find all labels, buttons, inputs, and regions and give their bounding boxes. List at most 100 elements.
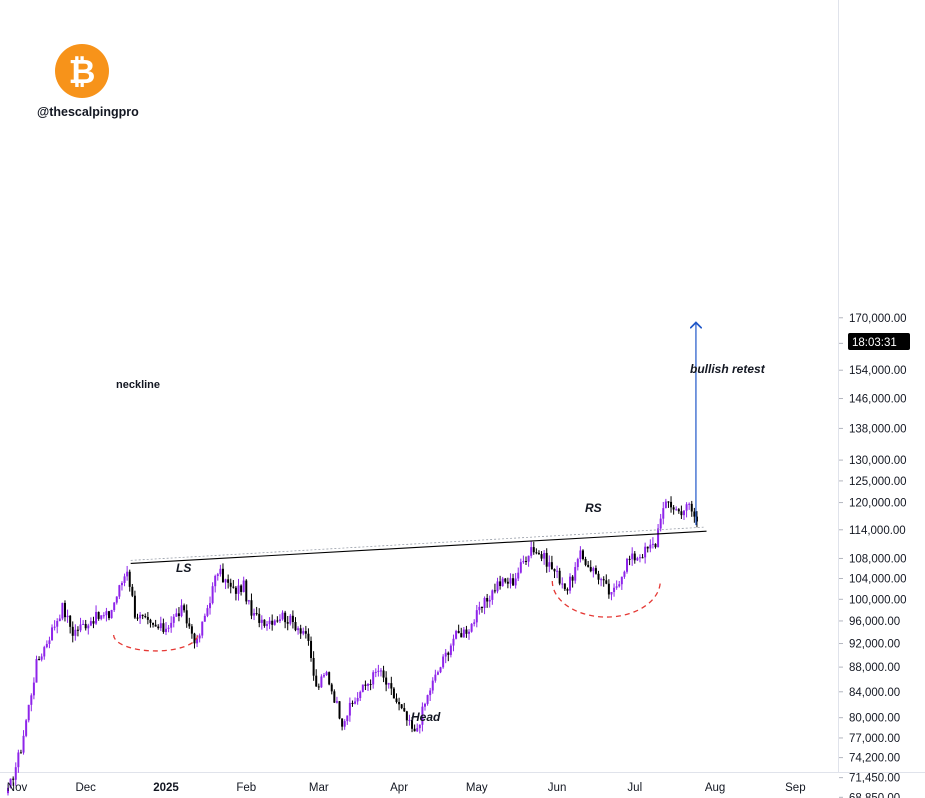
candle-body (618, 584, 621, 587)
candle-body (71, 626, 74, 636)
candle-body (146, 617, 149, 620)
price-tick-label: 92,000.00 (849, 639, 900, 651)
candle-body (581, 550, 584, 560)
candle-body (333, 691, 336, 703)
right-shoulder-arc (551, 581, 661, 618)
candle-body (61, 602, 64, 619)
candle-body (315, 675, 318, 687)
time-axis[interactable]: Nov Dec 2025 Feb Mar Apr May Jun Jul Aug Sep (7, 782, 806, 794)
candle-body (462, 629, 465, 638)
candle-body (325, 672, 328, 676)
candle-body (152, 622, 155, 625)
candle-body (527, 555, 530, 562)
candle-body (620, 576, 623, 585)
candle-body (605, 580, 608, 584)
candle-body (556, 570, 559, 572)
time-tick-label: Dec (75, 782, 96, 794)
candle-body (133, 595, 136, 618)
candle-body (154, 624, 157, 627)
candle-body (229, 582, 232, 587)
candle-body (232, 586, 235, 588)
candle-body (149, 619, 152, 623)
time-tick-label: May (466, 782, 488, 794)
candle-body (221, 568, 224, 583)
candle-body (304, 631, 307, 634)
countdown-text: 18:03:31 (852, 337, 897, 349)
candle-body (543, 552, 546, 559)
candle-body (569, 576, 572, 591)
candle-body (558, 570, 561, 584)
candle-body (322, 675, 325, 677)
candle-body (631, 553, 634, 560)
candle-body (312, 657, 315, 676)
candle-body (354, 701, 357, 704)
candle-body (426, 695, 429, 704)
neckline-group[interactable] (130, 526, 707, 564)
neckline-line[interactable] (130, 530, 707, 564)
candle-body (53, 626, 56, 628)
candle-body (400, 704, 403, 709)
price-tick-label: 71,450.00 (849, 773, 900, 785)
candle-body (449, 645, 452, 655)
candle-body (677, 509, 680, 512)
candle-body (177, 613, 180, 617)
candle-body (159, 623, 162, 629)
candle-body (38, 659, 41, 661)
candle-body (108, 611, 111, 619)
candle-body (263, 619, 266, 626)
candle-body (190, 626, 193, 634)
candle-body (242, 580, 245, 592)
candle-body (118, 585, 121, 597)
candle-body (115, 596, 118, 603)
candle-body (82, 623, 85, 625)
candle-body (97, 611, 100, 619)
price-axis[interactable]: 170,000.00162,000.00154,000.00146,000.00… (839, 313, 907, 798)
candle-body (30, 695, 33, 705)
candle-body (537, 552, 540, 555)
price-tick-label: 120,000.00 (849, 498, 907, 510)
candle-body (255, 613, 258, 615)
candle-body (234, 587, 237, 594)
candle-body (240, 585, 243, 592)
price-tick-label: 96,000.00 (849, 616, 900, 628)
candle-body (211, 586, 214, 604)
candle-body (499, 581, 502, 587)
candle-body (602, 579, 605, 581)
candle-body (571, 576, 574, 581)
candle-body (206, 608, 209, 616)
candle-body (470, 623, 473, 632)
candle-body (576, 559, 579, 568)
candle-body (66, 615, 69, 618)
candle-body (273, 620, 276, 625)
candle-body (123, 576, 126, 583)
candle-body (418, 724, 421, 729)
candle-body (442, 656, 445, 668)
candle-body (473, 622, 476, 624)
candle-body (157, 626, 160, 629)
candle-body (216, 574, 219, 576)
dotted-guide-line (130, 526, 704, 561)
candle-body (92, 621, 95, 624)
candle-body (310, 640, 313, 658)
candle-body (175, 613, 178, 617)
candle-body (338, 701, 341, 719)
candle-body (250, 600, 253, 616)
candle-body (592, 568, 595, 572)
candle-body (540, 554, 543, 559)
price-countdown-badge: 18:03:31 (848, 333, 910, 350)
candle-body (359, 691, 362, 698)
candle-body (421, 706, 424, 725)
candle-body (19, 752, 22, 754)
candle-body (379, 670, 382, 672)
candle-body (27, 704, 30, 721)
candle-body (188, 623, 191, 627)
candle-body (356, 697, 359, 702)
candle-body (600, 579, 603, 581)
candle-body (141, 614, 144, 617)
candle-body (330, 684, 333, 692)
candle-body (35, 659, 38, 683)
time-tick-label: Apr (390, 782, 408, 794)
candle-body (183, 605, 186, 611)
candle-body (478, 606, 481, 611)
